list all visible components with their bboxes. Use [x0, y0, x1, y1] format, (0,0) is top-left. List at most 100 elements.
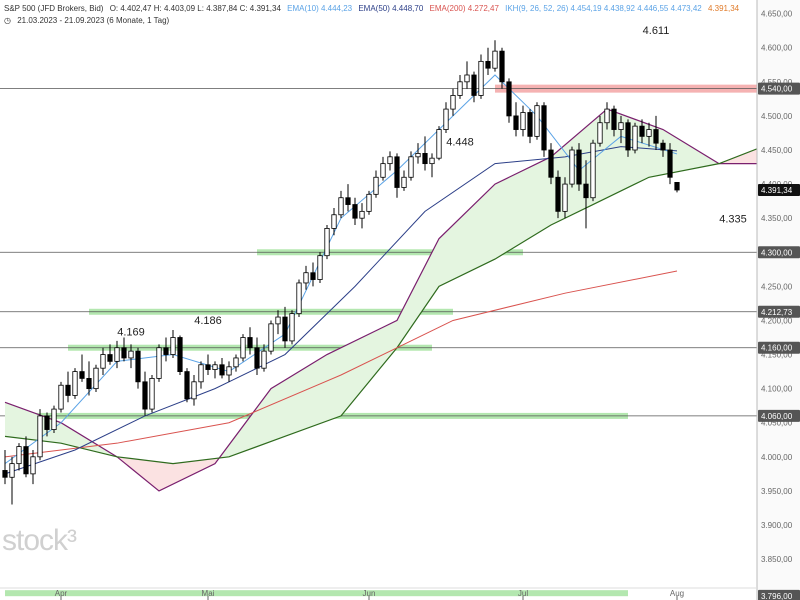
candle-body	[268, 323, 274, 352]
candle-body	[555, 176, 561, 212]
cloud-segment	[453, 218, 460, 280]
cloud-segment	[334, 347, 341, 419]
candle-body	[674, 182, 680, 191]
candle-body	[527, 112, 533, 137]
annotation-label: 4.448	[446, 136, 474, 148]
ema10-legend[interactable]: EMA(10) 4.444,23	[287, 4, 353, 13]
price-tag	[758, 183, 800, 196]
candle-body	[534, 105, 540, 137]
cloud-segment	[327, 351, 334, 422]
cloud-segment	[187, 461, 194, 478]
candle-body	[597, 122, 603, 144]
cloud-segment	[159, 461, 166, 491]
y-axis-background	[757, 0, 800, 600]
cloud-segment	[264, 388, 271, 445]
candle-body	[457, 81, 463, 96]
header-row-1: S&P 500 (JFD Brokers, Bid) O: 4.402,47 H…	[4, 4, 743, 13]
candle-body	[345, 197, 351, 205]
cloud-segment	[467, 204, 474, 273]
x-tick-label: Aug	[670, 589, 684, 598]
y-tick-label: 3.850,00	[761, 555, 793, 564]
candle-body	[191, 381, 197, 400]
candle-body	[205, 364, 211, 370]
symbol-label[interactable]: S&P 500 (JFD Brokers, Bid)	[4, 4, 104, 13]
candle-body	[541, 105, 547, 151]
price-tag	[758, 246, 800, 259]
cloud-segment	[320, 354, 327, 424]
candle-body	[30, 456, 36, 475]
y-tick-label: 4.550,00	[761, 78, 793, 87]
cloud-segment	[418, 265, 425, 318]
candle-body	[149, 378, 155, 410]
candle-body	[485, 60, 491, 69]
y-tick-label: 4.000,00	[761, 453, 793, 462]
cloud-segment	[208, 458, 215, 468]
cloud-segment	[488, 184, 495, 263]
ema50-legend[interactable]: EMA(50) 4.448,70	[358, 4, 424, 13]
cloud-segment	[691, 146, 698, 170]
candles-layer	[2, 40, 680, 505]
cloud-segment	[145, 460, 152, 486]
candle-body	[282, 316, 288, 342]
cloud-segment	[61, 422, 68, 445]
cloud-segment	[96, 444, 103, 454]
ikh-legend[interactable]: IKH(9, 26, 52, 26) 4.454,19 4.438,92 4.4…	[505, 4, 702, 13]
cloud-segment	[502, 177, 509, 255]
cloud-segment	[369, 330, 376, 382]
candle-body	[492, 50, 498, 69]
cloud-segment	[684, 142, 691, 171]
cloud-segment	[432, 238, 439, 297]
support-zone-4	[5, 590, 628, 597]
ema200-legend[interactable]: EMA(200) 4.272,47	[429, 4, 499, 13]
candle-body	[520, 112, 526, 130]
candle-body	[177, 337, 183, 372]
price-tag	[758, 305, 800, 318]
cloud-segment	[292, 371, 299, 434]
candle-body	[37, 415, 43, 458]
candle-body	[569, 149, 575, 185]
y-tick-label: 4.450,00	[761, 146, 793, 155]
ema50-line	[4, 146, 678, 475]
x-tick-label: Jul	[518, 589, 528, 598]
y-tick-label: 3.900,00	[761, 521, 793, 530]
cloud-segment	[397, 306, 404, 348]
ohlc-values: O: 4.402,47 H: 4.403,09 L: 4.387,84 C: 4…	[109, 4, 281, 13]
candle-body	[198, 364, 204, 383]
candle-body	[226, 366, 232, 376]
candle-body	[408, 156, 414, 178]
y-tick-label: 4.100,00	[761, 385, 793, 394]
cloud-segment	[614, 111, 621, 195]
candle-body	[184, 371, 190, 400]
candle-body	[639, 125, 645, 137]
cloud-segment	[250, 407, 257, 450]
chart-header: S&P 500 (JFD Brokers, Bid) O: 4.402,47 H…	[4, 4, 743, 25]
candle-body	[331, 214, 337, 229]
cloud-segment	[411, 279, 418, 328]
cloud-segment	[278, 380, 285, 439]
y-tick-label: 4.350,00	[761, 214, 793, 223]
y-tick-label: 4.500,00	[761, 112, 793, 121]
price-tag-label: 4.300,00	[761, 248, 793, 257]
candle-body	[310, 272, 316, 280]
header-row-2: ◷ 21.03.2023 - 21.09.2023 (6 Monate, 1 T…	[4, 16, 743, 25]
ikh-last-value: 4.391,34	[707, 4, 740, 13]
cloud-segment	[523, 167, 530, 243]
x-tick-label: Jun	[363, 589, 376, 598]
cloud-segment	[5, 402, 12, 438]
x-tick-label: Mai	[202, 589, 215, 598]
y-tick-label: 3.950,00	[761, 487, 793, 496]
candle-body	[51, 408, 57, 430]
candle-body	[415, 153, 421, 158]
cloud-segment	[299, 367, 306, 432]
candle-body	[254, 347, 260, 369]
cloud-segment	[19, 407, 26, 439]
candle-body	[373, 176, 379, 195]
cloud-segment	[677, 138, 684, 172]
cloud-segment	[460, 211, 467, 277]
senkou-span-a-line	[4, 108, 789, 492]
cloud-segment	[740, 152, 747, 164]
candle-body	[590, 142, 596, 199]
annotation-label: 4.335	[719, 213, 747, 225]
